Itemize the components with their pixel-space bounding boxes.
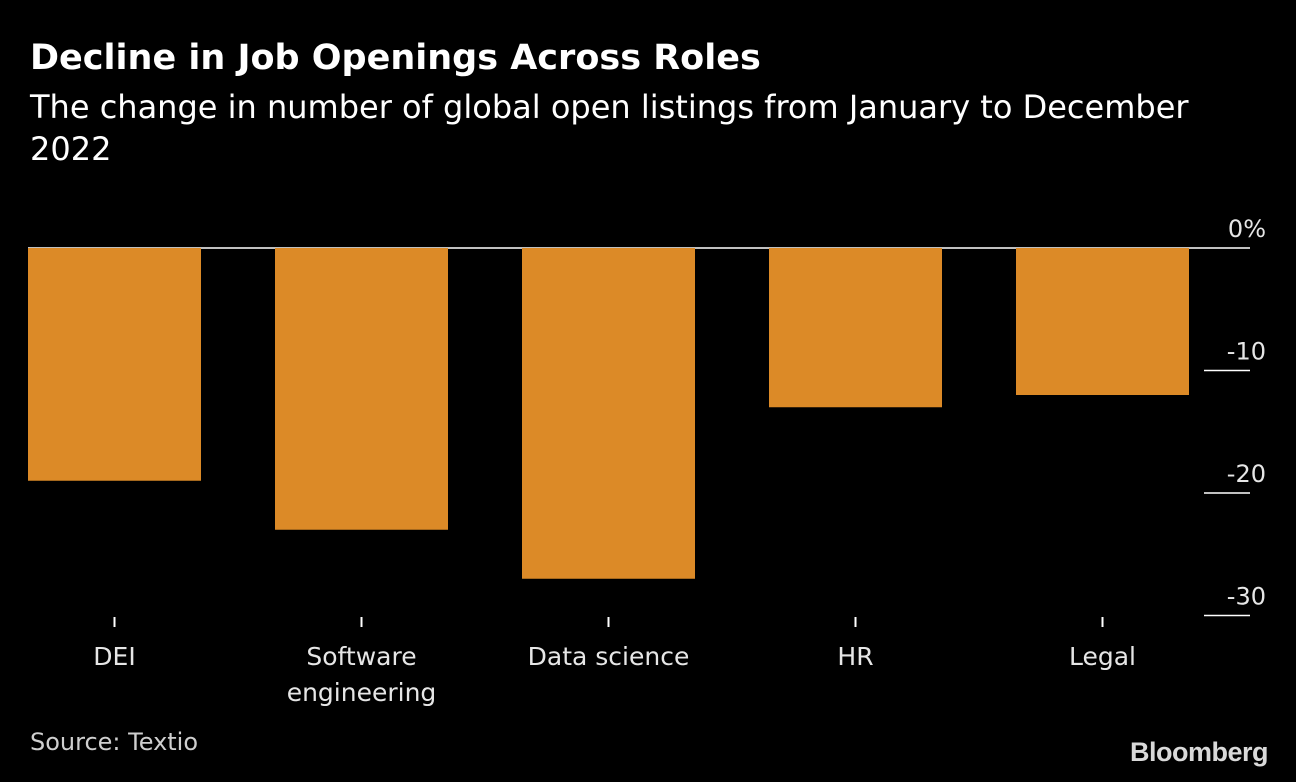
y-tick-label: -20 xyxy=(1227,460,1266,488)
y-tick-label: -30 xyxy=(1227,583,1266,611)
bar xyxy=(522,248,695,579)
x-tick-label: DEI xyxy=(93,642,135,671)
bloomberg-logo: Bloomberg xyxy=(1129,737,1269,767)
x-tick-label: Software xyxy=(306,642,416,671)
bar xyxy=(769,248,942,408)
x-tick-label: Data science xyxy=(528,642,690,671)
y-tick-label: -10 xyxy=(1227,338,1266,366)
y-tick-label: 0% xyxy=(1228,215,1266,243)
chart-title: Decline in Job Openings Across Roles xyxy=(30,38,761,78)
x-tick-label: engineering xyxy=(287,678,437,707)
bar xyxy=(1016,248,1189,395)
x-tick-label: Legal xyxy=(1069,642,1136,671)
chart-subtitle: The change in number of global open list… xyxy=(30,88,1189,168)
bar xyxy=(28,248,201,481)
bar xyxy=(275,248,448,530)
x-tick-label: HR xyxy=(837,642,873,671)
source-note: Source: Textio xyxy=(30,728,199,756)
